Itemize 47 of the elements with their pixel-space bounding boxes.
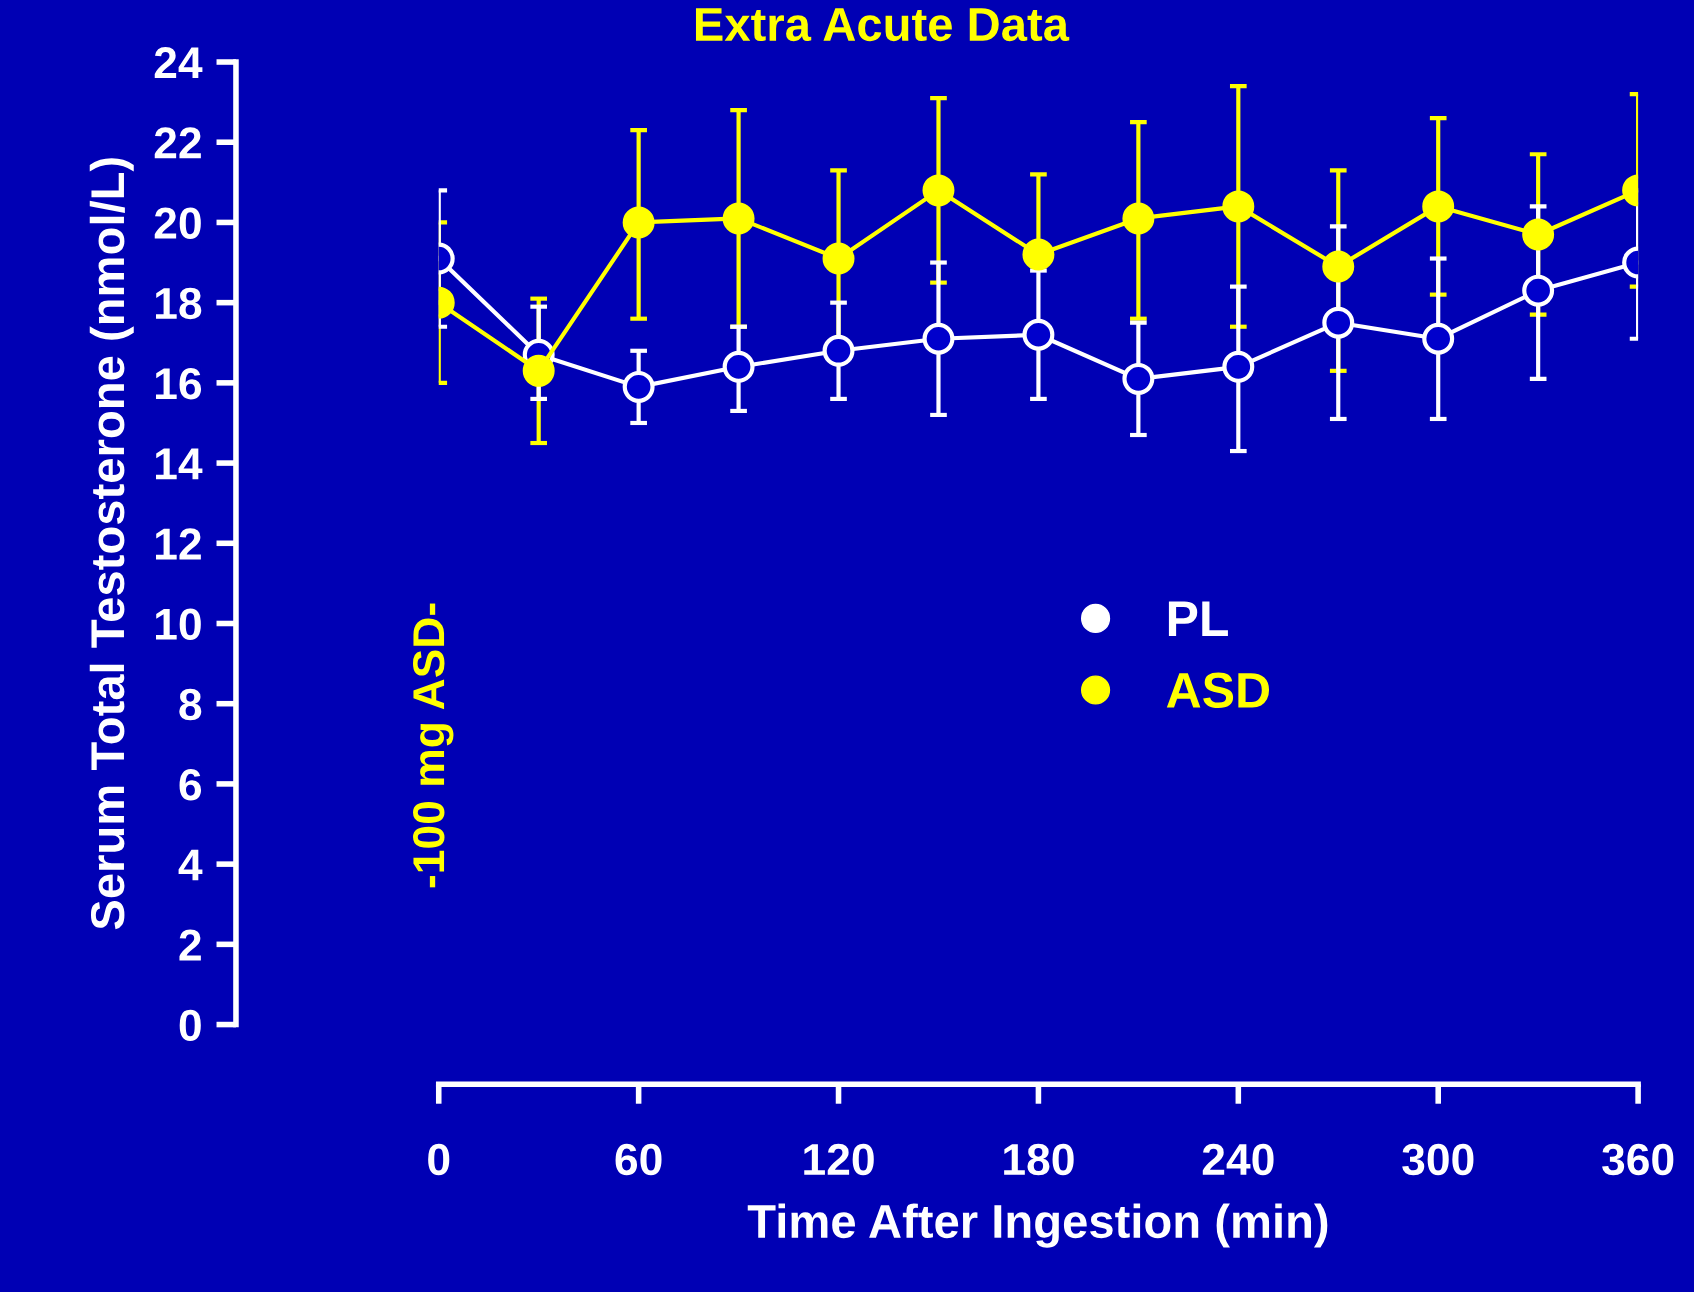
point (922, 174, 955, 207)
x-tick-label: 300 (1402, 1143, 1474, 1176)
y-tick-label: 8 (179, 688, 202, 721)
point (722, 202, 755, 235)
point (822, 334, 855, 367)
point (622, 206, 655, 239)
point (1122, 202, 1155, 235)
y-tick-label: 24 (154, 47, 203, 79)
x-tick-label: 120 (804, 1143, 874, 1176)
point (1222, 190, 1255, 223)
x-tick-label: 360 (1602, 1143, 1674, 1176)
y-tick-label: 10 (156, 608, 201, 641)
x-tick-label: 180 (1004, 1143, 1074, 1176)
y-tick-label: 16 (156, 367, 202, 400)
y-tick-label: 14 (156, 448, 203, 480)
y-tick-label: 0 (179, 1009, 201, 1042)
point (1022, 318, 1055, 351)
point (1522, 274, 1555, 307)
x-axis-title: Time After Ingestion (min) (747, 1203, 1328, 1248)
point (1422, 322, 1455, 355)
point (722, 350, 755, 383)
y-tick-label: 20 (154, 207, 201, 239)
y-axis-title: Serum Total Testosterone (nmol/L) (89, 158, 134, 930)
point (1422, 190, 1455, 223)
chart-title: Extra Acute Data (695, 8, 1070, 42)
point (1222, 350, 1255, 383)
y-tick-label: 2 (179, 929, 201, 961)
x-tick-label: 60 (615, 1143, 662, 1176)
point (1322, 306, 1355, 339)
point (1322, 250, 1355, 283)
y-tick-label: 22 (154, 127, 201, 159)
legend-label: PL (1168, 601, 1228, 636)
y-tick-label: 18 (156, 287, 202, 320)
x-tick-label: 0 (428, 1143, 450, 1176)
point (622, 370, 655, 403)
y-tick-label: 4 (178, 849, 203, 881)
point (822, 242, 855, 275)
point (1522, 218, 1555, 251)
annotation: -100 mg ASD- (413, 603, 454, 888)
point (1122, 362, 1155, 395)
y-tick-label: 12 (156, 528, 201, 560)
point (1022, 238, 1055, 271)
legend-label: ASD (1166, 672, 1270, 709)
point (522, 354, 555, 387)
x-tick-label: 240 (1202, 1143, 1274, 1176)
point (922, 322, 955, 355)
y-tick-label: 6 (179, 768, 202, 801)
